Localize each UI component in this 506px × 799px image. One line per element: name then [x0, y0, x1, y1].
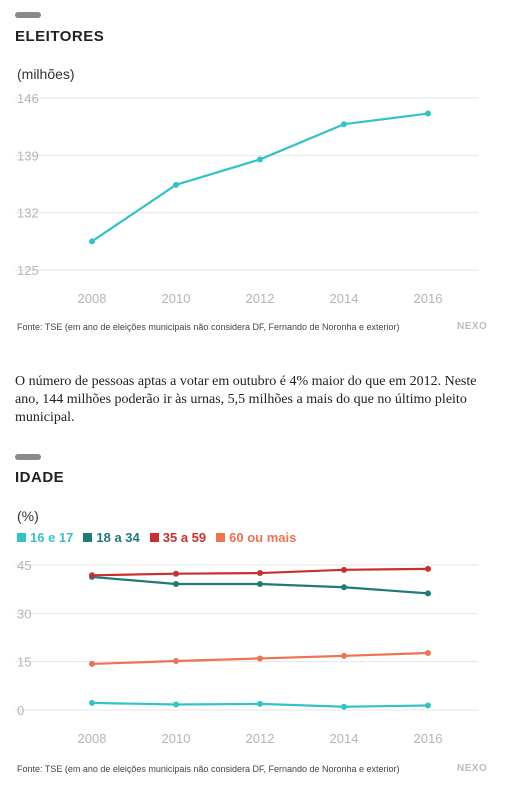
data-point: [341, 566, 347, 573]
x-tick-label: 2016: [414, 291, 443, 306]
data-point: [173, 658, 179, 665]
data-point: [89, 699, 95, 706]
data-point: [425, 590, 431, 597]
data-point: [425, 649, 431, 656]
x-tick-label: 2008: [78, 291, 107, 306]
y-tick-label: 30: [17, 606, 31, 621]
legend-label: 35 a 59: [162, 530, 207, 545]
data-point: [89, 660, 95, 667]
chart-1-source: Fonte: TSE (em ano de eleições municipai…: [17, 322, 400, 332]
legend-swatch: [17, 533, 26, 542]
chart-1-plot: 125 132 139 146 2008 2010 2012 2014 2016: [15, 91, 478, 306]
legend-item-16-17: 16 e 17: [17, 530, 73, 545]
data-point: [425, 565, 431, 572]
data-point: [341, 703, 347, 710]
legend-swatch: [83, 533, 93, 542]
x-tick-label: 2008: [78, 731, 107, 746]
legend-item-35-59: 35 a 59: [149, 530, 207, 545]
data-point: [341, 121, 347, 128]
x-tick-label: 2010: [162, 731, 191, 746]
chart-2-brand-logo: NEXO: [457, 763, 488, 774]
data-point: [89, 572, 95, 579]
data-point: [173, 181, 179, 188]
data-point: [425, 110, 431, 117]
data-point: [257, 581, 263, 588]
legend-label: 18 a 34: [96, 530, 140, 545]
y-tick-label: 15: [17, 655, 31, 670]
legend-swatch: [216, 533, 226, 542]
series-line-0: [90, 112, 430, 243]
x-tick-label: 2014: [330, 731, 359, 746]
section-tag-2: [15, 454, 41, 460]
section-tag-1: [15, 12, 41, 18]
body-paragraph: O número de pessoas aptas a votar em out…: [15, 374, 477, 425]
legend-swatch: [149, 533, 159, 542]
legend-item-18-34: 18 a 34: [83, 530, 140, 545]
chart-2-unit-label: (%): [17, 508, 39, 524]
chart-1-title: ELEITORES: [15, 28, 105, 45]
chart-2-plot: 0 15 30 45 2008 2010 2012 2014 2016: [15, 558, 478, 746]
y-tick-label: 139: [17, 148, 39, 163]
data-point: [257, 655, 263, 662]
data-point: [173, 570, 179, 577]
chart-1-brand-logo: NEXO: [457, 321, 488, 332]
chart-2-title: IDADE: [15, 469, 65, 486]
y-tick-label: 125: [17, 263, 39, 278]
y-tick-label: 0: [17, 703, 24, 718]
data-point: [89, 238, 95, 245]
data-point: [173, 701, 179, 708]
data-point: [341, 652, 347, 659]
data-point: [341, 584, 347, 591]
data-point: [257, 700, 263, 707]
x-tick-label: 2012: [246, 291, 275, 306]
y-tick-label: 45: [17, 558, 31, 573]
chart-2-source: Fonte: TSE (em ano de eleições municipai…: [17, 764, 400, 774]
legend-label: 16 e 17: [30, 530, 74, 545]
x-tick-label: 2016: [414, 731, 443, 746]
data-point: [425, 702, 431, 709]
legend-item-60-mais: 60 ou mais: [216, 530, 296, 545]
chart-1-unit-label: (milhões): [17, 66, 75, 82]
x-tick-label: 2010: [162, 291, 191, 306]
y-tick-label: 132: [17, 206, 39, 221]
data-point: [257, 570, 263, 577]
chart-2-legend: 16 e 17 18 a 34 35 a 59 60 ou mais: [17, 530, 296, 545]
x-tick-label: 2012: [246, 731, 275, 746]
y-tick-label: 146: [17, 91, 39, 106]
data-point: [257, 156, 263, 163]
data-point: [173, 581, 179, 588]
x-tick-label: 2014: [330, 291, 359, 306]
legend-label: 60 ou mais: [229, 530, 297, 545]
